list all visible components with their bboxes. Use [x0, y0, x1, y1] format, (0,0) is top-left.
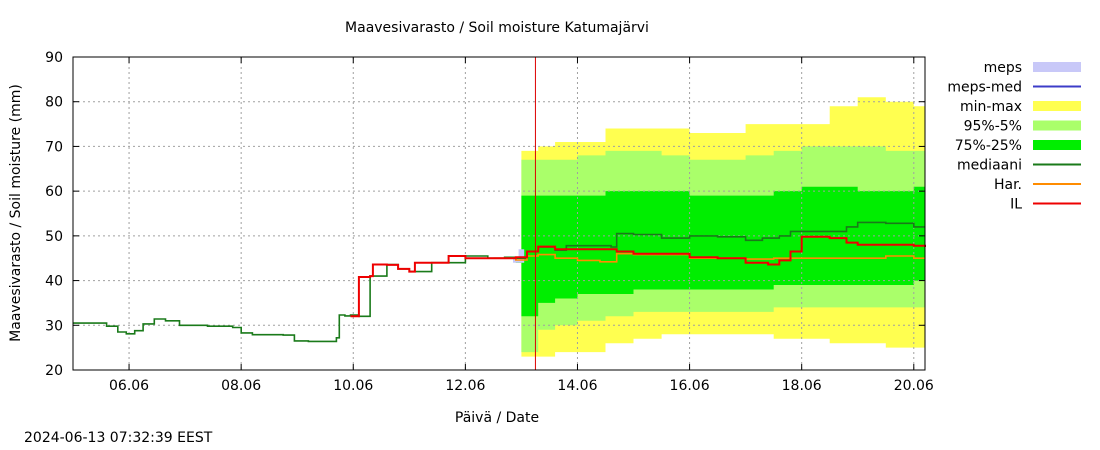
x-tick-label: 18.06	[782, 378, 822, 394]
x-tick-label: 08.06	[221, 378, 261, 394]
legend-label-meps: meps	[984, 60, 1022, 76]
legend: meps meps-med min-max 95%-5% 75%-25% mediaani…	[947, 60, 1081, 213]
x-tick-label: 12.06	[445, 378, 485, 394]
x-tick-label: 14.06	[557, 378, 597, 394]
y-axis-label: Maavesivarasto / Soil moisture (mm)	[8, 84, 24, 342]
x-tick-label: 16.06	[670, 378, 710, 394]
y-tick-label: 90	[45, 50, 63, 66]
legend-swatch-minmax	[1033, 101, 1081, 111]
y-tick-label: 40	[45, 274, 63, 290]
legend-swatch-p75-25	[1033, 140, 1081, 150]
y-tick-label: 80	[45, 95, 63, 111]
x-tick-label: 10.06	[333, 378, 373, 394]
y-tick-label: 70	[45, 139, 63, 155]
legend-label-minmax: min-max	[960, 99, 1022, 115]
legend-label-median: mediaani	[957, 158, 1022, 174]
plot-frame	[72, 56, 926, 371]
y-tick-label: 20	[45, 363, 63, 379]
legend-label-meps-med: meps-med	[947, 80, 1022, 96]
legend-swatch-meps	[1033, 62, 1081, 72]
y-tick-label: 50	[45, 229, 63, 245]
chart-title: Maavesivarasto / Soil moisture Katumajär…	[345, 20, 649, 36]
timestamp: 2024-06-13 07:32:39 EEST	[24, 430, 213, 446]
series-il	[350, 235, 926, 318]
band-75-25-	[515, 186, 925, 317]
legend-label-har: Har.	[994, 177, 1022, 193]
legend-label-p75-25: 75%-25%	[955, 138, 1022, 154]
y-tick-label: 30	[45, 318, 63, 334]
x-axis-label: Päivä / Date	[455, 410, 539, 426]
legend-label-il: IL	[1010, 197, 1022, 213]
legend-swatch-p95-5	[1033, 120, 1081, 131]
y-tick-label: 60	[45, 184, 63, 200]
x-tick-label: 20.06	[894, 378, 934, 394]
legend-label-p95-5: 95%-5%	[964, 119, 1022, 135]
x-tick-label: 06.06	[109, 378, 149, 394]
